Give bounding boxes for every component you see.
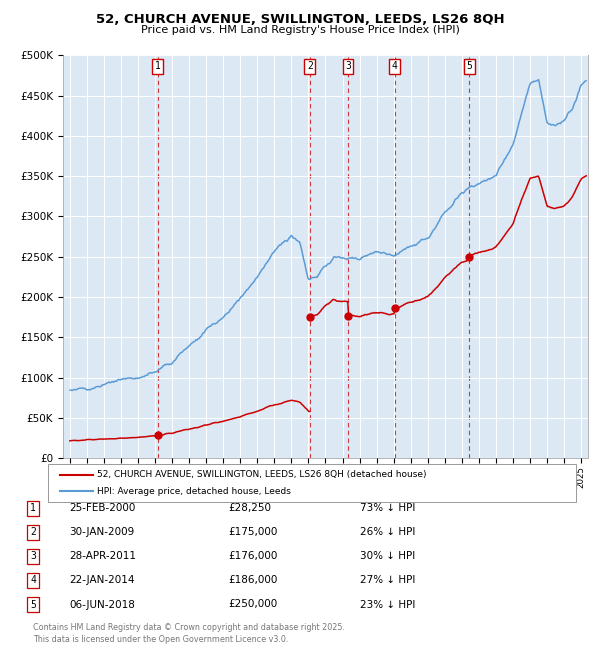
Text: 2: 2 <box>30 527 36 538</box>
Text: 22-JAN-2014: 22-JAN-2014 <box>69 575 134 586</box>
Text: 52, CHURCH AVENUE, SWILLINGTON, LEEDS, LS26 8QH (detached house): 52, CHURCH AVENUE, SWILLINGTON, LEEDS, L… <box>97 470 427 479</box>
Text: Price paid vs. HM Land Registry's House Price Index (HPI): Price paid vs. HM Land Registry's House … <box>140 25 460 34</box>
Text: £186,000: £186,000 <box>228 575 277 586</box>
Text: £175,000: £175,000 <box>228 527 277 538</box>
Text: 23% ↓ HPI: 23% ↓ HPI <box>360 599 415 610</box>
Text: £28,250: £28,250 <box>228 503 271 514</box>
Text: 28-APR-2011: 28-APR-2011 <box>69 551 136 562</box>
Text: 26% ↓ HPI: 26% ↓ HPI <box>360 527 415 538</box>
Text: 3: 3 <box>30 551 36 562</box>
Text: 1: 1 <box>155 61 161 72</box>
Text: 4: 4 <box>30 575 36 586</box>
Text: 30% ↓ HPI: 30% ↓ HPI <box>360 551 415 562</box>
Text: 2: 2 <box>307 61 313 72</box>
Text: 1: 1 <box>30 503 36 514</box>
Text: 30-JAN-2009: 30-JAN-2009 <box>69 527 134 538</box>
Text: 06-JUN-2018: 06-JUN-2018 <box>69 599 135 610</box>
Text: 25-FEB-2000: 25-FEB-2000 <box>69 503 136 514</box>
Text: £250,000: £250,000 <box>228 599 277 610</box>
Text: 5: 5 <box>466 61 472 72</box>
Text: 5: 5 <box>30 599 36 610</box>
Text: 52, CHURCH AVENUE, SWILLINGTON, LEEDS, LS26 8QH: 52, CHURCH AVENUE, SWILLINGTON, LEEDS, L… <box>95 13 505 26</box>
Text: Contains HM Land Registry data © Crown copyright and database right 2025.
This d: Contains HM Land Registry data © Crown c… <box>33 623 345 644</box>
Text: HPI: Average price, detached house, Leeds: HPI: Average price, detached house, Leed… <box>97 487 291 496</box>
Text: 27% ↓ HPI: 27% ↓ HPI <box>360 575 415 586</box>
Text: £176,000: £176,000 <box>228 551 277 562</box>
Text: 4: 4 <box>392 61 398 72</box>
Text: 3: 3 <box>345 61 351 72</box>
Text: 73% ↓ HPI: 73% ↓ HPI <box>360 503 415 514</box>
